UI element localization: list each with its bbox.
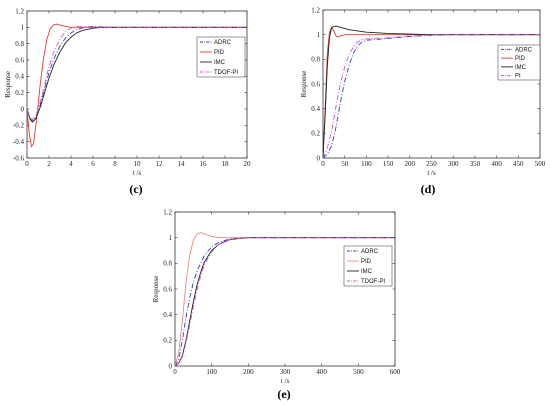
legend-label: TDOF-PI [361,279,385,285]
y-tick-label: 0 [169,362,173,370]
figure-caption: (e) [277,387,290,401]
legend-label: PID [214,50,225,56]
y-tick-label: 1 [21,24,25,32]
x-tick-label: 600 [390,368,401,376]
y-tick-label: 0.6 [163,285,172,293]
x-tick-label: 500 [353,368,364,376]
legend-box [343,245,393,287]
y-tick-label: -0.4 [13,138,25,146]
x-tick-label: 0 [173,368,177,376]
x-tick-label: 150 [383,160,394,168]
legend-box [196,36,246,78]
legend: ADRC PID IMC PI [497,44,541,81]
y-tick-label: -0.6 [13,154,25,162]
series-line-tdof-pi [175,237,395,366]
x-tick-label: 400 [316,368,327,376]
y-tick-label: 0.2 [163,337,172,345]
x-tick-label: 18 [222,160,230,168]
x-tick-label: 8 [113,160,117,168]
y-tick-label: 0.8 [311,56,320,64]
x-axis-label: t /s [427,169,436,177]
x-tick-label: 0 [25,160,29,168]
plot-frame [322,9,541,159]
y-tick-label: 0.2 [311,130,320,138]
series-line-pid [175,232,395,366]
plot-frame [26,10,248,159]
y-tick-label: 0.4 [15,73,24,81]
x-axis-label: t /s [281,377,290,385]
y-tick-label: 0.6 [311,80,320,88]
series-line-adrc [27,26,247,122]
x-tick-label: 50 [341,160,349,168]
series-line-pi [323,34,540,158]
x-tick-label: 400 [491,160,502,168]
figure-caption: (c) [129,182,142,196]
x-axis-label: t /s [133,169,142,177]
y-tick-label: 0.6 [15,56,24,64]
chart-1: 0 50 100 150 200 250 300 350 400 450 500 0 0.2 0.4 0.6… [300,6,546,196]
series-line-pid [27,23,247,148]
series-line-pid [323,26,540,158]
series-line-imc [27,26,247,123]
series-line-imc [323,25,540,158]
legend-label: ADRC [361,249,379,255]
x-tick-label: 0 [321,160,325,168]
y-axis-label: Response [4,71,12,98]
y-tick-label: 1 [317,31,321,39]
legend-label: PID [361,259,372,265]
y-tick-label: 0.4 [311,105,320,113]
y-tick-label: 1.2 [163,208,172,216]
y-tick-label: 0 [317,154,321,162]
x-tick-label: 100 [361,160,372,168]
y-axis-label: Response [300,71,308,98]
x-tick-label: 300 [448,160,459,168]
legend: ADRC PID IMC TDOF-PI [196,36,246,78]
legend-label: IMC [361,269,373,275]
legend-label: IMC [515,65,527,71]
y-tick-label: 0.8 [163,260,172,268]
y-tick-label: 0.4 [163,311,172,319]
chart-2: 0 100 200 300 400 500 600 0 0.2 0.4 0.6 0.8 1 1.2 t /s… [152,208,401,401]
chart-0: 0 2 4 6 8 10 12 14 16 18 20 -0.6 -0.4 -0.2 0 0.2 0.4 0.6 0… [4,7,251,196]
x-tick-label: 4 [69,160,73,168]
x-tick-label: 500 [535,160,546,168]
x-tick-label: 300 [280,368,291,376]
x-tick-label: 14 [178,160,186,168]
legend-label: ADRC [214,40,232,46]
legend-label: PI [515,74,521,80]
y-tick-label: 0 [21,105,25,113]
x-tick-label: 12 [156,160,164,168]
x-tick-label: 10 [134,160,142,168]
x-tick-label: 350 [470,160,481,168]
x-tick-label: 200 [243,368,254,376]
y-tick-label: -0.2 [13,122,25,130]
series-line-adrc [323,34,540,158]
y-tick-label: 1.2 [311,6,320,14]
charts-layer: 0 2 4 6 8 10 12 14 16 18 20-0.6-0.4-0.200.20.40.60… [4,6,546,401]
y-tick-label: 0.8 [15,40,24,48]
legend-label: PID [515,56,526,62]
y-axis-label: Response [152,276,160,303]
y-tick-label: 1.2 [15,7,24,15]
x-tick-label: 6 [91,160,95,168]
y-tick-label: 1 [169,234,173,242]
x-tick-label: 200 [405,160,416,168]
legend-label: IMC [214,60,226,66]
legend-box [497,44,541,81]
x-tick-label: 16 [200,160,208,168]
x-tick-label: 20 [244,160,252,168]
x-tick-label: 250 [426,160,437,168]
x-tick-label: 100 [206,368,217,376]
legend: ADRC PID IMC TDOF-PI [343,245,393,287]
series-line-tdof-pi [27,26,247,121]
legend-label: TDOF-PI [214,70,238,76]
x-tick-label: 2 [47,160,51,168]
x-tick-label: 450 [513,160,524,168]
series-line-adrc [175,237,395,366]
legend-label: ADRC [515,47,533,53]
y-tick-label: 0.2 [15,89,24,97]
figure-caption: (d) [421,182,436,196]
